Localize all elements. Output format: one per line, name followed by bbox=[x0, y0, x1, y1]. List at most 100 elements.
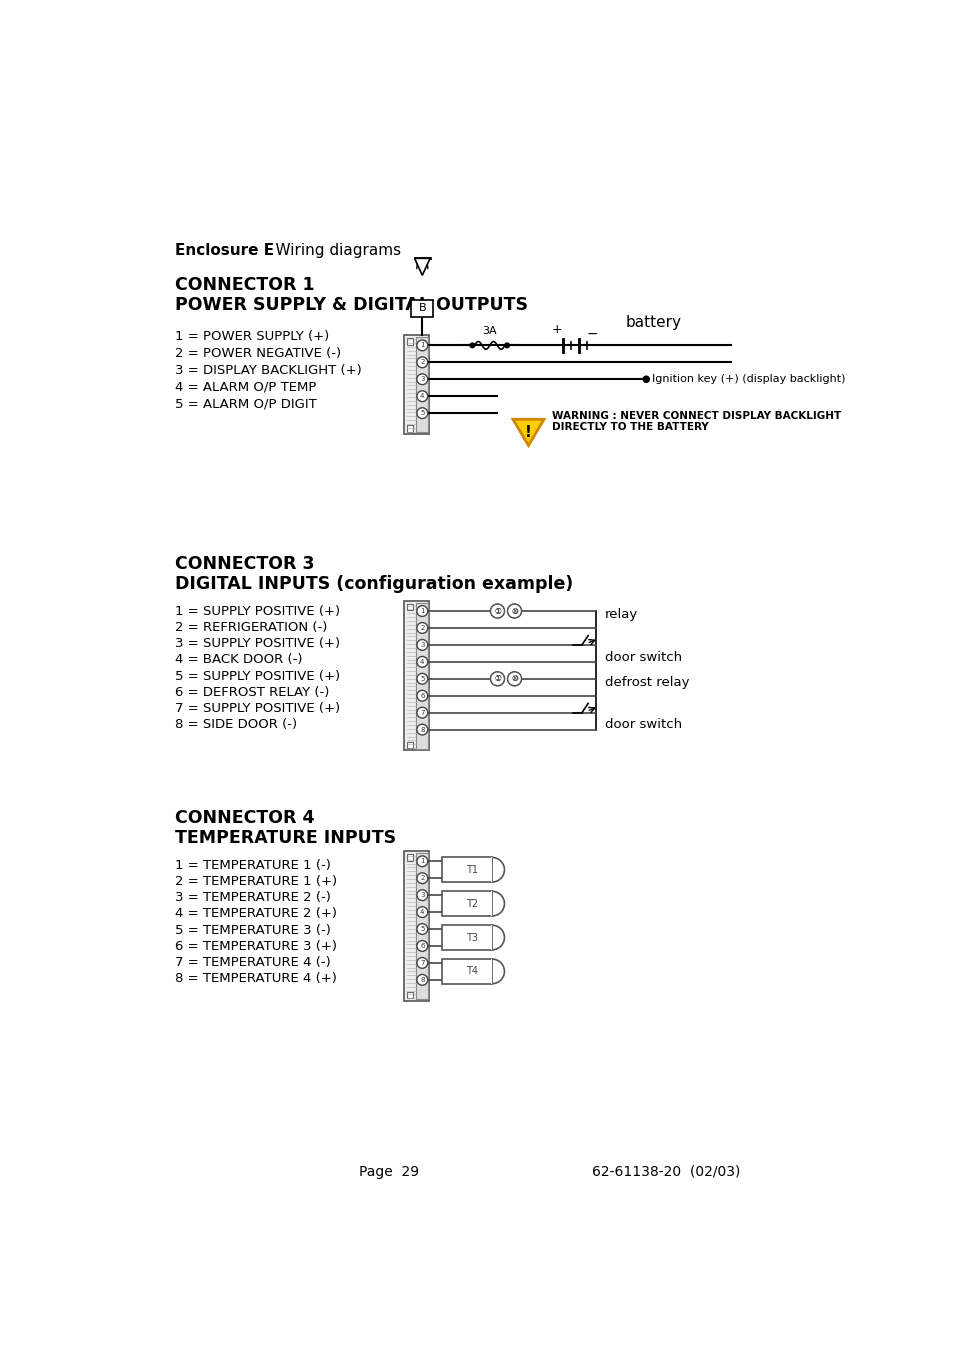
Text: 6: 6 bbox=[419, 943, 424, 948]
Text: Ignition key (+) (display backlight): Ignition key (+) (display backlight) bbox=[652, 374, 845, 384]
Circle shape bbox=[416, 873, 427, 884]
Text: 5 = TEMPERATURE 3 (-): 5 = TEMPERATURE 3 (-) bbox=[174, 924, 331, 936]
Text: 5: 5 bbox=[419, 676, 424, 682]
Text: 4: 4 bbox=[419, 659, 424, 665]
Text: 1: 1 bbox=[419, 342, 424, 349]
Text: 4 = TEMPERATURE 2 (+): 4 = TEMPERATURE 2 (+) bbox=[174, 908, 336, 920]
Text: defrost relay: defrost relay bbox=[604, 676, 689, 689]
Text: 3A: 3A bbox=[482, 326, 497, 336]
Text: 8 = TEMPERATURE 4 (+): 8 = TEMPERATURE 4 (+) bbox=[174, 973, 336, 985]
Text: 2 = POWER NEGATIVE (-): 2 = POWER NEGATIVE (-) bbox=[174, 347, 341, 359]
Circle shape bbox=[416, 690, 427, 701]
Text: 4: 4 bbox=[419, 393, 424, 399]
Circle shape bbox=[642, 376, 649, 382]
Bar bbox=[490, 670, 521, 688]
Circle shape bbox=[470, 343, 475, 347]
Text: Page  29: Page 29 bbox=[359, 1165, 419, 1178]
Bar bbox=[406, 742, 413, 748]
Circle shape bbox=[416, 857, 427, 867]
Text: 5: 5 bbox=[419, 925, 424, 932]
Text: 2: 2 bbox=[419, 875, 424, 881]
Polygon shape bbox=[415, 258, 430, 276]
Circle shape bbox=[416, 890, 427, 901]
Text: Wiring diagrams: Wiring diagrams bbox=[256, 243, 401, 258]
Circle shape bbox=[507, 671, 521, 686]
Circle shape bbox=[490, 604, 504, 617]
Text: 5: 5 bbox=[419, 411, 424, 416]
Bar bbox=[404, 851, 429, 1001]
Circle shape bbox=[416, 724, 427, 735]
Circle shape bbox=[507, 604, 521, 617]
Text: 7: 7 bbox=[419, 961, 424, 966]
Bar bbox=[404, 601, 429, 750]
Circle shape bbox=[416, 958, 427, 969]
Text: 62-61138-20  (02/03): 62-61138-20 (02/03) bbox=[592, 1165, 740, 1178]
Text: ⑩: ⑩ bbox=[511, 674, 517, 684]
Bar bbox=[406, 854, 413, 861]
Text: T1: T1 bbox=[465, 865, 477, 874]
Text: 4 = ALARM O/P TEMP: 4 = ALARM O/P TEMP bbox=[174, 381, 316, 393]
Circle shape bbox=[507, 671, 521, 686]
Text: battery: battery bbox=[625, 315, 680, 330]
Circle shape bbox=[416, 408, 427, 419]
Bar bbox=[441, 892, 492, 916]
Circle shape bbox=[490, 671, 504, 686]
Text: 3 = SUPPLY POSITIVE (+): 3 = SUPPLY POSITIVE (+) bbox=[174, 638, 340, 650]
Text: ①: ① bbox=[494, 607, 500, 616]
Bar bbox=[404, 335, 429, 434]
Text: 6 = DEFROST RELAY (-): 6 = DEFROST RELAY (-) bbox=[174, 686, 329, 698]
Text: ①: ① bbox=[494, 607, 500, 616]
Bar bbox=[490, 603, 521, 620]
Circle shape bbox=[416, 907, 427, 917]
Text: Enclosure E: Enclosure E bbox=[174, 243, 274, 258]
Text: 1 = SUPPLY POSITIVE (+): 1 = SUPPLY POSITIVE (+) bbox=[174, 605, 340, 617]
Circle shape bbox=[416, 708, 427, 719]
Text: 7 = SUPPLY POSITIVE (+): 7 = SUPPLY POSITIVE (+) bbox=[174, 703, 340, 715]
Bar bbox=[490, 959, 492, 984]
Text: !: ! bbox=[524, 426, 532, 440]
Text: T2: T2 bbox=[465, 898, 477, 909]
Text: ⑩: ⑩ bbox=[511, 607, 517, 616]
Bar bbox=[490, 892, 492, 916]
Text: POWER SUPPLY & DIGITAL OUTPUTS: POWER SUPPLY & DIGITAL OUTPUTS bbox=[174, 296, 528, 313]
Circle shape bbox=[416, 974, 427, 985]
Bar bbox=[490, 858, 492, 882]
Text: 1 = POWER SUPPLY (+): 1 = POWER SUPPLY (+) bbox=[174, 330, 329, 343]
Circle shape bbox=[416, 357, 427, 367]
Text: 2: 2 bbox=[419, 359, 424, 365]
Circle shape bbox=[416, 657, 427, 667]
Bar bbox=[406, 604, 413, 611]
Text: 5 = ALARM O/P DIGIT: 5 = ALARM O/P DIGIT bbox=[174, 397, 316, 411]
Text: DIGITAL INPUTS (configuration example): DIGITAL INPUTS (configuration example) bbox=[174, 574, 573, 593]
Text: +: + bbox=[551, 323, 562, 336]
Text: 1: 1 bbox=[419, 858, 424, 865]
Text: T3: T3 bbox=[465, 932, 477, 943]
Text: 1: 1 bbox=[419, 608, 424, 615]
Circle shape bbox=[416, 924, 427, 935]
Bar bbox=[416, 336, 427, 432]
Text: 5 = SUPPLY POSITIVE (+): 5 = SUPPLY POSITIVE (+) bbox=[174, 670, 340, 682]
Text: CONNECTOR 3: CONNECTOR 3 bbox=[174, 555, 314, 573]
Bar bbox=[441, 959, 492, 984]
Circle shape bbox=[416, 605, 427, 616]
Text: 8: 8 bbox=[419, 977, 424, 984]
Circle shape bbox=[507, 604, 521, 617]
Bar bbox=[406, 426, 413, 431]
Text: door switch: door switch bbox=[604, 651, 681, 663]
Circle shape bbox=[416, 390, 427, 401]
Bar bbox=[411, 300, 433, 317]
Text: B: B bbox=[418, 304, 426, 313]
Bar bbox=[441, 858, 492, 882]
Text: −: − bbox=[586, 327, 598, 340]
Circle shape bbox=[416, 940, 427, 951]
Text: ①: ① bbox=[494, 674, 500, 684]
Text: ⑩: ⑩ bbox=[511, 674, 517, 684]
Text: relay: relay bbox=[604, 608, 638, 621]
Circle shape bbox=[416, 340, 427, 351]
Text: door switch: door switch bbox=[604, 719, 681, 731]
Text: ①: ① bbox=[494, 674, 500, 684]
Text: 2 = TEMPERATURE 1 (+): 2 = TEMPERATURE 1 (+) bbox=[174, 875, 336, 888]
Text: 7 = TEMPERATURE 4 (-): 7 = TEMPERATURE 4 (-) bbox=[174, 957, 331, 969]
Bar bbox=[406, 339, 413, 345]
Text: T4: T4 bbox=[465, 966, 477, 977]
